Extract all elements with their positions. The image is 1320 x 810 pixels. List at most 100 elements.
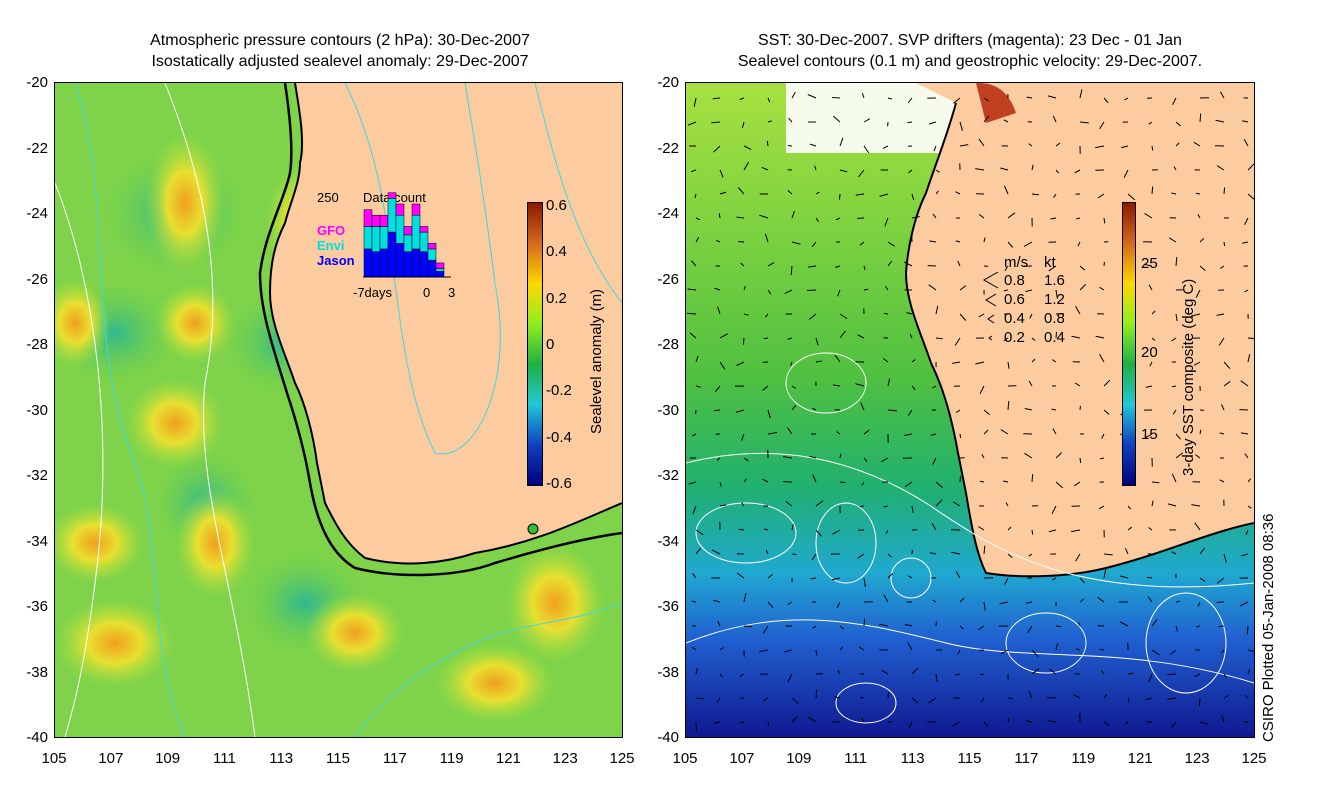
velocity-arrow xyxy=(1047,95,1057,99)
velocity-arrow xyxy=(1223,528,1232,531)
coastline xyxy=(268,83,622,565)
y-tick-label: -30 xyxy=(657,401,679,419)
velocity-arrow xyxy=(791,241,801,245)
velocity-arrow xyxy=(1193,141,1201,147)
velocity-arrow xyxy=(978,526,985,531)
velocity-arrow xyxy=(883,312,889,315)
coastline-right xyxy=(904,102,1254,578)
y-tick-label: -34 xyxy=(26,532,48,550)
velocity-arrow xyxy=(1247,649,1254,652)
velocity-arrow xyxy=(809,455,817,459)
velocity-arrow xyxy=(907,121,913,124)
inset-legend-envi: Envi xyxy=(317,238,344,253)
colorbar-tick-label: -0.6 xyxy=(546,475,572,492)
velocity-arrow xyxy=(1075,553,1081,562)
velocity-arrow xyxy=(1031,649,1039,657)
velocity-arrow xyxy=(1149,361,1153,367)
velocity-arrow xyxy=(1003,289,1009,292)
station-marker xyxy=(527,523,539,535)
velocity-arrow xyxy=(1171,337,1177,342)
velocity-arrow xyxy=(907,97,913,104)
velocity-arrow xyxy=(815,360,822,363)
velocity-arrow xyxy=(1216,165,1225,171)
velocity-arrow xyxy=(858,169,865,178)
velocity-arrow xyxy=(763,528,769,531)
velocity-arrow xyxy=(1127,526,1133,531)
velocity-arrow xyxy=(1079,121,1089,124)
velocity-arrow xyxy=(1197,214,1201,219)
velocity-arrow xyxy=(932,457,937,465)
x-tick-label: 113 xyxy=(269,750,294,767)
legend-header-kt: kt xyxy=(1044,254,1056,271)
velocity-arrow xyxy=(1079,577,1085,584)
velocity-arrow xyxy=(767,97,771,103)
y-tick-label: -24 xyxy=(657,205,679,222)
velocity-arrow xyxy=(791,91,796,99)
velocity-arrow xyxy=(743,313,749,316)
velocity-arrow xyxy=(959,285,967,291)
velocity-arrow xyxy=(1075,382,1081,387)
velocity-arrow xyxy=(863,118,871,123)
velocity-arrow xyxy=(881,669,889,675)
colorbar-tick-label: 0.6 xyxy=(546,197,567,214)
x-tick-label: 109 xyxy=(155,750,181,767)
velocity-arrow xyxy=(1073,694,1081,699)
velocity-arrow xyxy=(911,359,916,363)
velocity-arrow xyxy=(815,217,820,223)
velocity-arrow xyxy=(839,313,848,319)
velocity-arrow xyxy=(767,409,771,419)
velocity-arrow xyxy=(1247,163,1254,171)
velocity-arrow xyxy=(1103,721,1110,726)
velocity-arrow xyxy=(716,697,721,703)
velocity-arrow xyxy=(811,241,817,248)
velocity-arrow xyxy=(952,361,961,364)
velocity-arrow xyxy=(1240,380,1249,387)
velocity-arrow xyxy=(695,667,698,675)
velocity-arrow xyxy=(1103,379,1111,387)
left-colorbar-label: Sealevel anomaly (m) xyxy=(588,288,605,434)
velocity-arrow xyxy=(1074,481,1081,487)
velocity-arrow xyxy=(686,312,697,315)
velocity-arrow xyxy=(1219,479,1225,483)
velocity-arrow xyxy=(787,673,793,683)
velocity-arrow xyxy=(1221,649,1225,654)
colorbar-tick-label: 25 xyxy=(1141,255,1158,273)
inset-bar-gfo xyxy=(403,226,413,236)
velocity-arrow xyxy=(1074,169,1081,174)
velocity-arrow xyxy=(887,241,895,247)
velocity-arrow xyxy=(1244,289,1249,293)
velocity-arrow xyxy=(765,313,769,318)
velocity-arrow xyxy=(863,265,866,271)
velocity-arrow xyxy=(809,143,817,147)
velocity-arrow xyxy=(1052,115,1057,123)
velocity-arrow xyxy=(858,646,865,651)
y-tick-label: -22 xyxy=(657,139,679,157)
velocity-arrow xyxy=(1003,119,1009,123)
velocity-arrow xyxy=(1079,598,1085,603)
x-tick-label: 125 xyxy=(1241,750,1267,767)
velocity-arrow xyxy=(887,409,897,412)
velocity-arrow xyxy=(1215,119,1225,123)
velocity-arrow xyxy=(719,333,728,339)
velocity-arrow xyxy=(904,481,913,488)
velocity-arrow xyxy=(1246,625,1249,635)
velocity-arrow xyxy=(1123,169,1129,178)
inset-bar-envi xyxy=(427,248,437,261)
velocity-arrow xyxy=(1055,452,1063,459)
velocity-arrow xyxy=(1148,121,1153,125)
velocity-arrow xyxy=(1005,502,1009,507)
velocity-arrow xyxy=(815,529,822,537)
velocity-arrow xyxy=(834,696,841,699)
velocity-arrow xyxy=(887,692,889,699)
velocity-arrow xyxy=(695,547,702,555)
velocity-arrow xyxy=(935,337,943,340)
velocity-arrow xyxy=(719,504,727,507)
velocity-arrow xyxy=(839,137,844,147)
velocity-arrow xyxy=(787,601,793,605)
velocity-arrow xyxy=(959,475,961,483)
velocity-arrow xyxy=(716,239,721,243)
velocity-arrow xyxy=(1095,145,1105,149)
velocity-arrow xyxy=(839,646,844,651)
y-tick-label: -30 xyxy=(26,401,48,419)
velocity-arrow xyxy=(1000,167,1009,171)
